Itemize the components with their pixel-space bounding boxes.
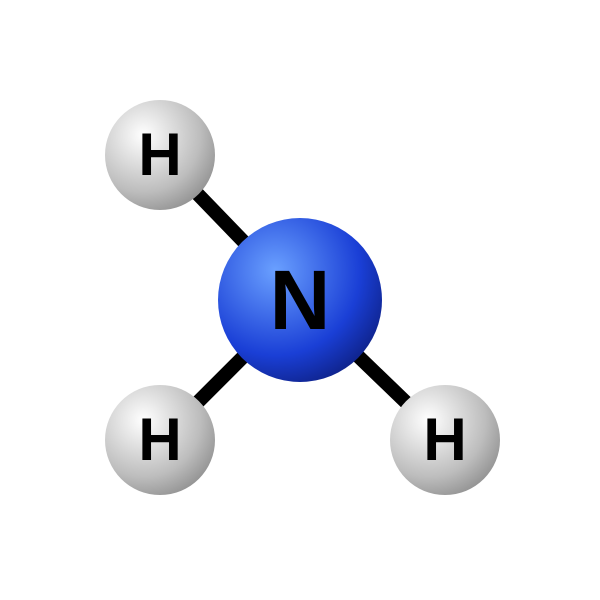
atom-H3: H: [390, 385, 500, 495]
molecule-diagram: H H H N: [0, 0, 600, 600]
atom-N: N: [218, 218, 382, 382]
atom-label-N: N: [270, 258, 331, 342]
atom-label-H1: H: [138, 125, 181, 185]
atom-label-H3: H: [423, 410, 466, 470]
atom-label-H2: H: [138, 410, 181, 470]
atom-H1: H: [105, 100, 215, 210]
atom-H2: H: [105, 385, 215, 495]
